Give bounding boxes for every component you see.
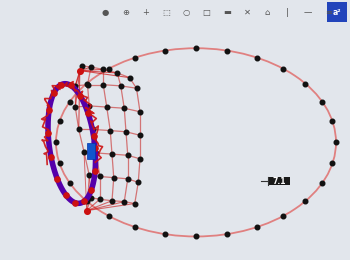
Point (132, 202, 138, 206)
Point (84, 82, 89, 86)
Point (254, 225, 260, 229)
Point (84, 209, 90, 213)
Point (330, 161, 335, 165)
Point (104, 105, 110, 109)
Point (118, 84, 124, 88)
Point (193, 235, 199, 239)
Point (54, 177, 60, 181)
Point (82, 199, 87, 203)
Point (162, 49, 168, 53)
Point (224, 232, 230, 236)
Text: 7.1: 7.1 (273, 177, 286, 186)
Text: —: — (304, 8, 312, 17)
Bar (327, 3, 346, 22)
Point (134, 86, 139, 90)
Text: ▬: ▬ (223, 8, 231, 17)
Text: ●: ● (102, 8, 108, 17)
Point (319, 181, 325, 185)
Point (319, 99, 325, 103)
Point (85, 112, 91, 116)
Text: a²: a² (333, 8, 341, 17)
Point (111, 176, 117, 180)
Point (280, 214, 286, 218)
Point (137, 110, 143, 114)
Point (303, 199, 308, 203)
Point (97, 197, 103, 202)
Point (92, 169, 98, 173)
Point (67, 181, 73, 185)
Point (67, 99, 73, 103)
Point (86, 173, 92, 177)
Text: ✕: ✕ (244, 8, 251, 17)
Point (224, 49, 230, 53)
Point (106, 214, 112, 218)
Point (303, 82, 308, 86)
FancyBboxPatch shape (269, 177, 290, 185)
Point (77, 93, 83, 98)
Point (51, 91, 56, 95)
Bar (87, 143, 94, 159)
Point (72, 105, 78, 109)
Point (68, 83, 74, 87)
Text: ⬚: ⬚ (162, 8, 170, 17)
Point (333, 140, 339, 144)
Point (57, 119, 62, 124)
Point (92, 146, 98, 150)
Point (53, 140, 59, 144)
Point (90, 127, 96, 132)
Point (46, 108, 52, 112)
Point (125, 177, 131, 181)
Point (109, 152, 115, 156)
Point (137, 157, 143, 161)
Point (97, 174, 103, 179)
Point (193, 46, 199, 50)
Point (76, 127, 82, 132)
Text: +: + (142, 8, 149, 17)
Point (81, 150, 87, 154)
Point (123, 130, 129, 134)
Point (114, 71, 120, 75)
Point (88, 65, 94, 69)
Point (48, 155, 54, 159)
Point (107, 128, 113, 133)
Point (162, 232, 168, 236)
Point (100, 67, 106, 72)
Point (109, 199, 115, 203)
Point (89, 188, 94, 192)
Text: □: □ (203, 8, 210, 17)
Point (137, 133, 143, 137)
Text: |: | (286, 8, 289, 17)
Point (330, 119, 335, 124)
Point (88, 196, 94, 200)
Point (135, 180, 141, 184)
Text: ⌂: ⌂ (265, 8, 270, 17)
Point (72, 201, 78, 205)
Point (121, 106, 127, 110)
Point (86, 104, 92, 108)
Point (57, 161, 62, 165)
Point (106, 67, 112, 71)
Text: ○: ○ (183, 8, 190, 17)
Text: ≡: ≡ (325, 8, 332, 17)
Point (58, 82, 64, 87)
Point (85, 83, 90, 87)
Text: ⊕: ⊕ (122, 8, 129, 17)
Point (121, 200, 127, 204)
Point (93, 151, 99, 155)
Point (125, 153, 131, 157)
Point (280, 67, 286, 71)
Point (132, 55, 138, 60)
Point (77, 68, 83, 73)
Point (132, 225, 138, 229)
Point (91, 134, 96, 138)
Point (127, 76, 132, 80)
Point (79, 64, 85, 68)
Point (254, 55, 260, 60)
Point (100, 83, 106, 87)
Point (63, 193, 69, 197)
Point (45, 131, 51, 135)
Point (84, 199, 89, 203)
Point (72, 84, 78, 88)
